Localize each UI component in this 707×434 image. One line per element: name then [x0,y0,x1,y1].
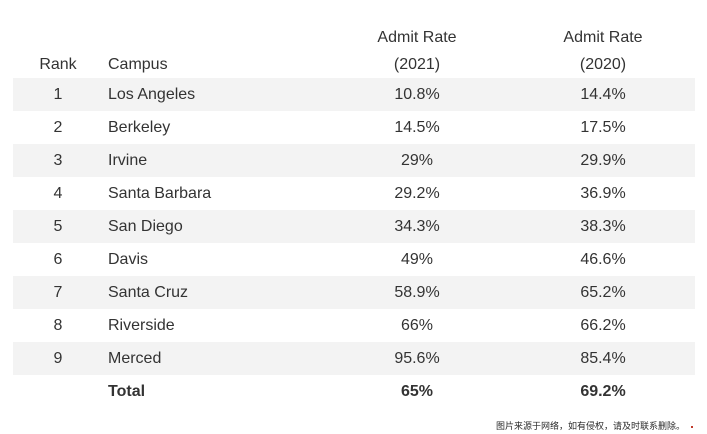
header-admit-rate-2021: Admit Rate (2021) [323,16,511,78]
table-row: 1 Los Angeles 10.8% 14.4% [13,78,695,111]
cell-rate-2020: 65.2% [511,276,695,309]
cell-campus: Davis [108,251,149,268]
cell-rate-2020: 38.3% [511,210,695,243]
table-header: Rank Campus Admit Rate (2021) Admit Rate… [13,16,695,78]
total-row: Total 65% 69.2% [13,375,695,408]
cell-rate-2021: 29% [323,144,511,177]
cell-rate-2020: 85.4% [511,342,695,375]
header-admit-rate-2020: Admit Rate (2020) [511,16,695,78]
cell-campus: Santa Barbara [108,185,212,202]
cell-campus: Berkeley [108,119,171,136]
cell-rank: 9 [13,342,103,375]
cell-campus: Irvine [103,144,323,177]
cell-rate-2021: 10.8% [323,78,511,111]
cell-rate-2021: 14.5% [394,119,440,136]
cell-rank: 6 [53,251,63,268]
table-footer: Total 65% 69.2% [13,375,695,408]
header-campus-label: Campus [108,56,168,73]
cell-rate-2020: 36.9% [580,185,626,202]
table-row: 7 Santa Cruz 58.9% 65.2% [13,276,695,309]
cell-rate-2021: 95.6% [323,342,511,375]
cell-rank: 5 [13,210,103,243]
header-2020-line2: (2020) [579,56,627,73]
header-campus: Campus [103,16,323,78]
cell-campus: Los Angeles [103,78,323,111]
admit-rate-table-container: Rank Campus Admit Rate (2021) Admit Rate… [13,16,695,408]
cell-rank: 8 [53,317,63,334]
table-row: 3 Irvine 29% 29.9% [13,144,695,177]
cell-total-rank-empty [13,375,103,408]
table-body: 1 Los Angeles 10.8% 14.4% 2 Berkeley 14.… [13,78,695,375]
cell-rate-2021: 66% [400,317,434,334]
cell-rate-2020: 46.6% [580,251,626,268]
cell-campus: Riverside [108,317,175,334]
cell-rank: 4 [53,185,63,202]
cell-rank: 3 [13,144,103,177]
table-row: 2 Berkeley 14.5% 17.5% [13,111,695,144]
table-row: 6 Davis 49% 46.6% [13,243,695,276]
cell-rate-2021: 34.3% [323,210,511,243]
header-row: Rank Campus Admit Rate (2021) Admit Rate… [13,16,695,78]
watermark-text: 图片来源于网络，如有侵权，请及时联系删除。 [495,422,685,432]
table-row: 9 Merced 95.6% 85.4% [13,342,695,375]
source-watermark: 图片来源于网络，如有侵权，请及时联系删除。 [496,419,693,432]
red-dot-mark [691,425,693,428]
header-rank: Rank [13,16,103,78]
cell-rate-2020: 66.2% [580,317,626,334]
admit-rate-table: Rank Campus Admit Rate (2021) Admit Rate… [13,16,695,408]
cell-total-rate-2020: 69.2% [580,383,626,400]
cell-campus: Merced [103,342,323,375]
header-2021-line2: (2021) [393,56,441,73]
cell-total-label: Total [108,383,146,400]
table-row: 8 Riverside 66% 66.2% [13,309,695,342]
cell-rate-2020: 17.5% [580,119,626,136]
header-2021-line1: Admit Rate [377,29,457,46]
cell-campus: San Diego [103,210,323,243]
cell-rate-2021: 49% [400,251,434,268]
cell-rate-2021: 58.9% [323,276,511,309]
cell-rank: 2 [53,119,63,136]
table-row: 4 Santa Barbara 29.2% 36.9% [13,177,695,210]
cell-rate-2021: 29.2% [394,185,440,202]
cell-rank: 1 [13,78,103,111]
header-rank-label: Rank [39,56,77,73]
cell-rate-2020: 14.4% [511,78,695,111]
cell-campus: Santa Cruz [103,276,323,309]
cell-rank: 7 [13,276,103,309]
table-row: 5 San Diego 34.3% 38.3% [13,210,695,243]
cell-rate-2020: 29.9% [511,144,695,177]
cell-total-rate-2021: 65% [400,383,434,400]
header-2020-line1: Admit Rate [563,29,643,46]
